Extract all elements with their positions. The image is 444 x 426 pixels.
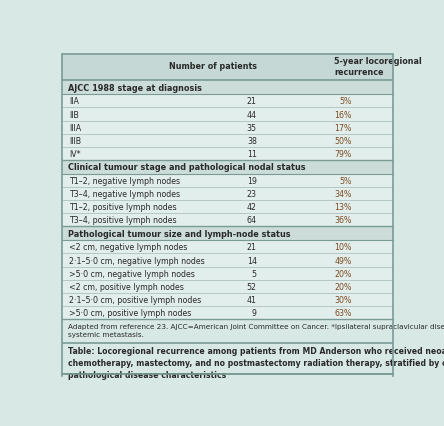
Text: IIA: IIA bbox=[69, 97, 79, 106]
Bar bbox=[62, 320, 392, 343]
Bar bbox=[62, 121, 392, 135]
Text: 16%: 16% bbox=[334, 110, 352, 119]
Bar bbox=[62, 214, 392, 227]
Text: 44: 44 bbox=[247, 110, 257, 119]
Text: >5·0 cm, negative lymph nodes: >5·0 cm, negative lymph nodes bbox=[69, 269, 195, 278]
Text: >5·0 cm, positive lymph nodes: >5·0 cm, positive lymph nodes bbox=[69, 308, 192, 317]
Text: 35: 35 bbox=[247, 124, 257, 132]
Text: T3–4, negative lymph nodes: T3–4, negative lymph nodes bbox=[69, 190, 180, 199]
Text: 5%: 5% bbox=[339, 176, 352, 185]
Text: IIIB: IIIB bbox=[69, 136, 81, 146]
Text: Adapted from reference 23. AJCC=American Joint Committee on Cancer. *Ipsilateral: Adapted from reference 23. AJCC=American… bbox=[67, 323, 444, 337]
Text: 36%: 36% bbox=[334, 216, 352, 225]
Bar bbox=[62, 306, 392, 320]
Text: <2 cm, negative lymph nodes: <2 cm, negative lymph nodes bbox=[69, 243, 188, 252]
Text: 20%: 20% bbox=[334, 282, 352, 291]
Text: Table: Locoregional recurrence among patients from MD Anderson who received neoa: Table: Locoregional recurrence among pat… bbox=[67, 346, 444, 379]
Bar bbox=[62, 201, 392, 214]
Bar bbox=[62, 227, 392, 241]
Text: 21: 21 bbox=[247, 97, 257, 106]
Bar bbox=[62, 147, 392, 161]
Bar bbox=[62, 267, 392, 280]
Text: 23: 23 bbox=[247, 190, 257, 199]
Text: 79%: 79% bbox=[334, 150, 352, 158]
Bar bbox=[62, 135, 392, 147]
Text: 42: 42 bbox=[247, 203, 257, 212]
Text: 9: 9 bbox=[252, 308, 257, 317]
Text: 10%: 10% bbox=[334, 243, 352, 252]
Text: IV*: IV* bbox=[69, 150, 81, 158]
Text: 19: 19 bbox=[247, 176, 257, 185]
Text: IIB: IIB bbox=[69, 110, 79, 119]
Text: Number of patients: Number of patients bbox=[169, 62, 257, 71]
Text: 5-year locoregional
recurrence: 5-year locoregional recurrence bbox=[334, 57, 422, 77]
Text: IIIA: IIIA bbox=[69, 124, 81, 132]
Text: Clinical tumour stage and pathological nodal status: Clinical tumour stage and pathological n… bbox=[67, 163, 305, 172]
Text: 2·1–5·0 cm, negative lymph nodes: 2·1–5·0 cm, negative lymph nodes bbox=[69, 256, 205, 265]
Text: 5%: 5% bbox=[339, 97, 352, 106]
Bar bbox=[62, 95, 392, 108]
Bar bbox=[62, 175, 392, 187]
Text: 64: 64 bbox=[247, 216, 257, 225]
Text: 52: 52 bbox=[247, 282, 257, 291]
Text: 2·1–5·0 cm, positive lymph nodes: 2·1–5·0 cm, positive lymph nodes bbox=[69, 295, 202, 304]
Text: 13%: 13% bbox=[334, 203, 352, 212]
Text: 50%: 50% bbox=[334, 136, 352, 146]
Text: T1–2, negative lymph nodes: T1–2, negative lymph nodes bbox=[69, 176, 180, 185]
Text: <2 cm, positive lymph nodes: <2 cm, positive lymph nodes bbox=[69, 282, 184, 291]
Bar bbox=[62, 280, 392, 293]
Text: Pathological tumour size and lymph-node status: Pathological tumour size and lymph-node … bbox=[67, 229, 290, 238]
Bar bbox=[62, 55, 392, 81]
Bar bbox=[62, 343, 392, 374]
Text: 21: 21 bbox=[247, 243, 257, 252]
Bar bbox=[62, 161, 392, 175]
Text: 38: 38 bbox=[247, 136, 257, 146]
Text: 11: 11 bbox=[247, 150, 257, 158]
Text: 41: 41 bbox=[247, 295, 257, 304]
Text: 34%: 34% bbox=[334, 190, 352, 199]
Text: 5: 5 bbox=[252, 269, 257, 278]
Bar bbox=[62, 187, 392, 201]
Bar bbox=[62, 293, 392, 306]
Text: 30%: 30% bbox=[334, 295, 352, 304]
Text: 17%: 17% bbox=[334, 124, 352, 132]
Text: 14: 14 bbox=[247, 256, 257, 265]
Text: 49%: 49% bbox=[334, 256, 352, 265]
Bar bbox=[62, 108, 392, 121]
Text: AJCC 1988 stage at diagnosis: AJCC 1988 stage at diagnosis bbox=[67, 83, 202, 93]
Bar bbox=[62, 81, 392, 95]
Bar bbox=[62, 241, 392, 254]
Bar bbox=[62, 254, 392, 267]
Text: T3–4, positive lymph nodes: T3–4, positive lymph nodes bbox=[69, 216, 177, 225]
Text: 63%: 63% bbox=[334, 308, 352, 317]
Text: T1–2, positive lymph nodes: T1–2, positive lymph nodes bbox=[69, 203, 177, 212]
Text: 20%: 20% bbox=[334, 269, 352, 278]
